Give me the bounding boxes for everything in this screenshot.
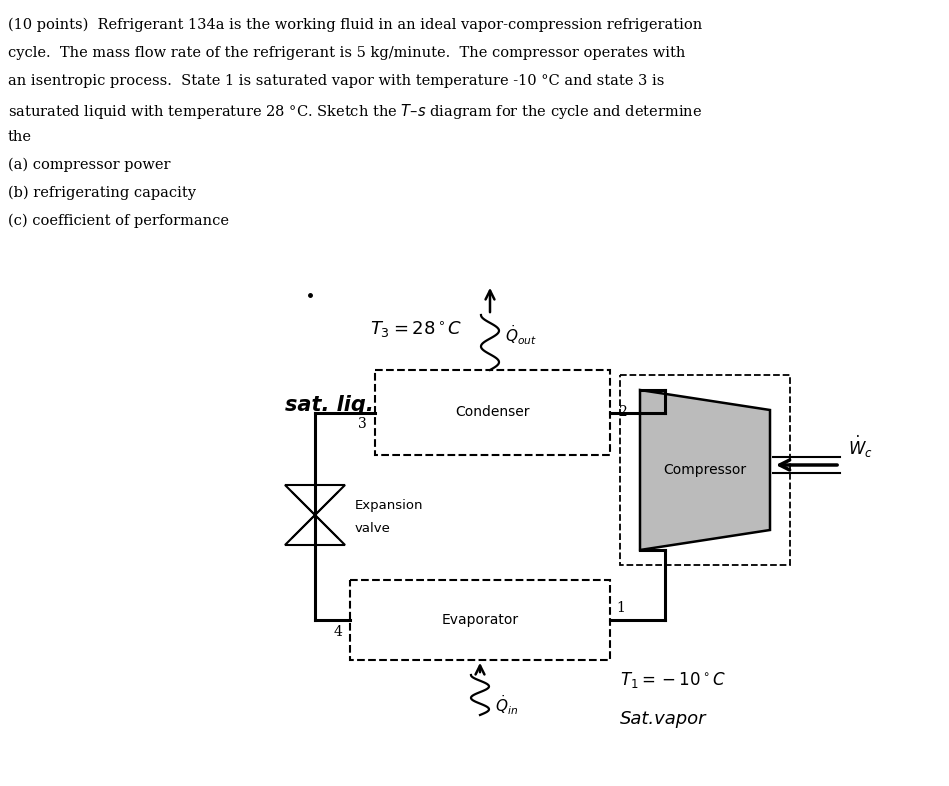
Polygon shape [285, 515, 345, 545]
FancyBboxPatch shape [350, 580, 610, 660]
Text: $\dot{Q}_{out}$: $\dot{Q}_{out}$ [505, 323, 537, 347]
Text: the: the [8, 130, 32, 144]
Text: cycle.  The mass flow rate of the refrigerant is 5 kg/minute.  The compressor op: cycle. The mass flow rate of the refrige… [8, 46, 685, 60]
Text: $T_1=-10^\circ$C: $T_1=-10^\circ$C [620, 670, 726, 690]
Text: 4: 4 [333, 625, 342, 639]
Text: 1: 1 [616, 601, 624, 615]
Text: (a) compressor power: (a) compressor power [8, 158, 171, 172]
Text: Evaporator: Evaporator [441, 613, 518, 627]
Text: $\dot{Q}_{in}$: $\dot{Q}_{in}$ [495, 693, 518, 717]
Text: (10 points)  Refrigerant 134a is the working fluid in an ideal vapor-compression: (10 points) Refrigerant 134a is the work… [8, 18, 702, 32]
Text: Sat.vapor: Sat.vapor [620, 710, 706, 728]
Text: 3: 3 [359, 417, 367, 432]
Text: Expansion: Expansion [355, 498, 423, 512]
Text: (c) coefficient of performance: (c) coefficient of performance [8, 214, 229, 229]
Text: valve: valve [355, 523, 391, 535]
Text: $T_3=28^\circ$C: $T_3=28^\circ$C [370, 320, 462, 340]
Text: $\dot{W}_c$: $\dot{W}_c$ [848, 434, 873, 460]
Text: an isentropic process.  State 1 is saturated vapor with temperature -10 °C and s: an isentropic process. State 1 is satura… [8, 74, 664, 88]
Text: saturated liquid with temperature 28 °C. Sketch the $T$–$s$ diagram for the cycl: saturated liquid with temperature 28 °C.… [8, 102, 702, 121]
Text: (b) refrigerating capacity: (b) refrigerating capacity [8, 186, 196, 200]
Text: Compressor: Compressor [663, 463, 747, 477]
FancyBboxPatch shape [375, 370, 610, 455]
Text: 2: 2 [618, 406, 626, 420]
Polygon shape [640, 390, 770, 550]
Polygon shape [285, 485, 345, 515]
Text: Condenser: Condenser [456, 406, 530, 420]
Text: sat. liq.: sat. liq. [285, 395, 374, 415]
